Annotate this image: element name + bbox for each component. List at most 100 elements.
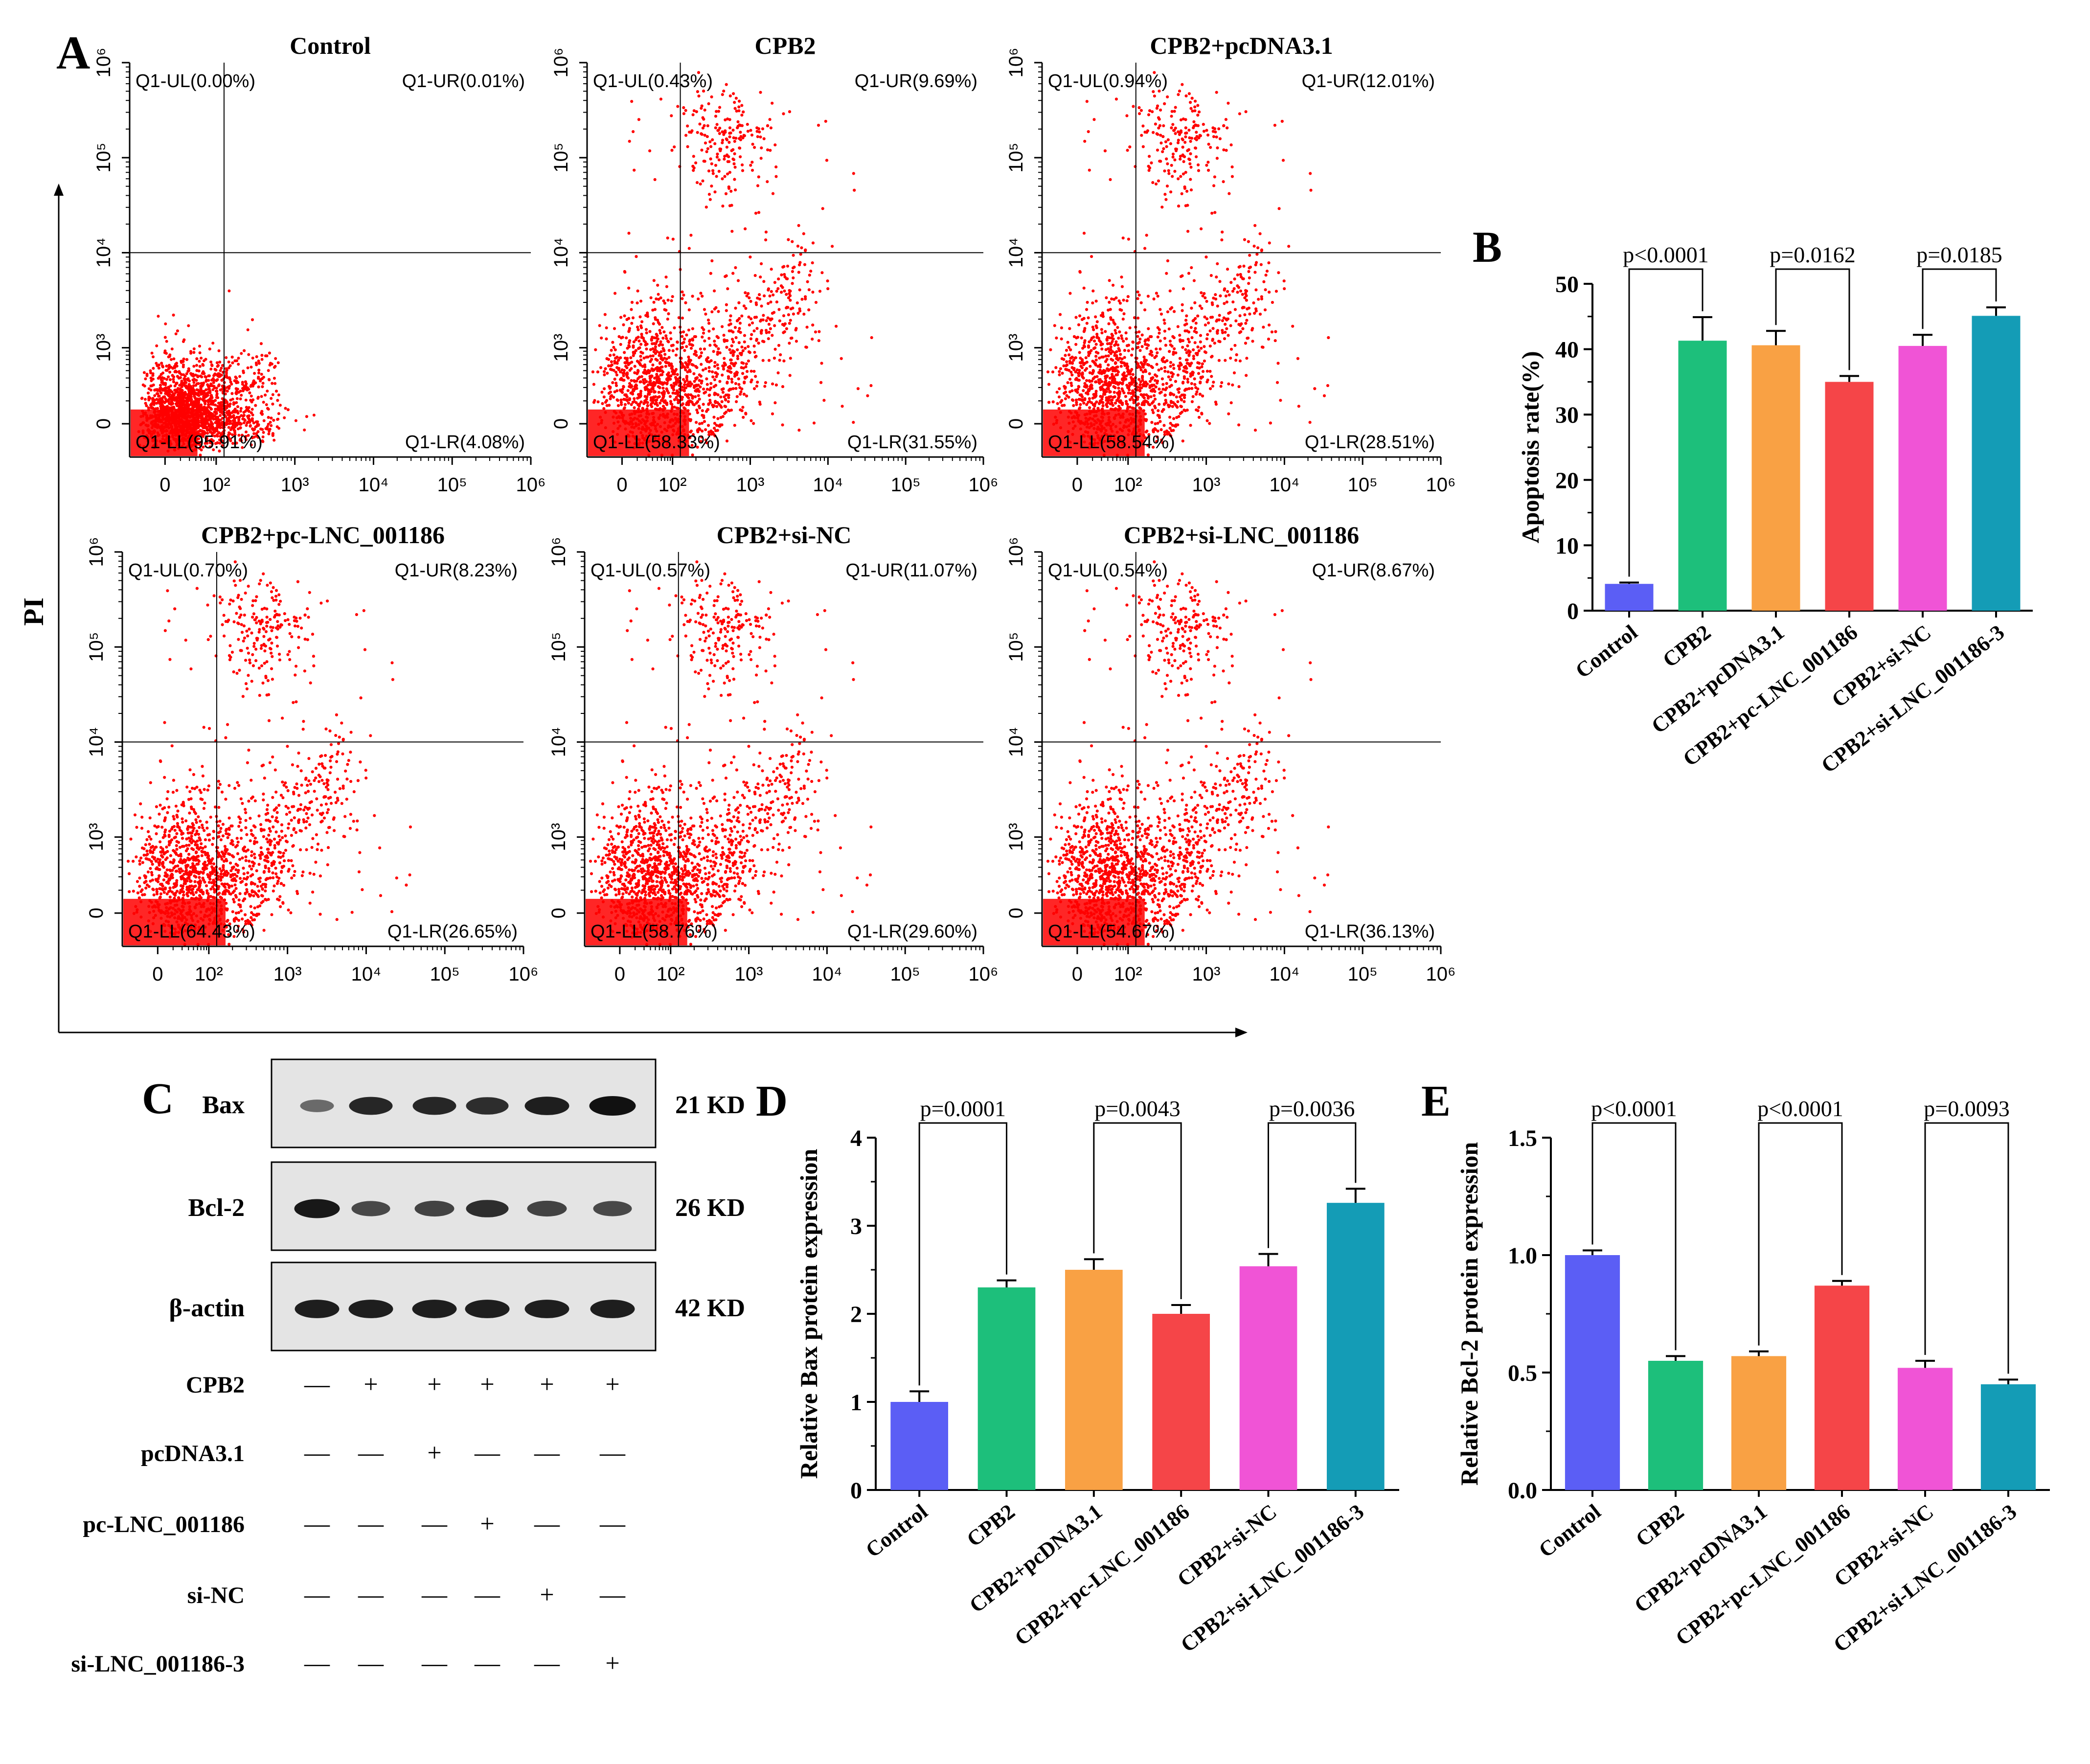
flow-point	[160, 380, 164, 384]
flow-point	[660, 326, 664, 329]
flow-point	[200, 406, 204, 409]
flow-point	[740, 345, 744, 349]
flow-point	[239, 407, 243, 410]
flow-point	[186, 400, 189, 403]
flow-point	[754, 375, 757, 378]
flow-point	[179, 401, 182, 404]
flow-point	[244, 398, 248, 402]
flow-point	[213, 386, 216, 389]
flow-point	[260, 354, 264, 357]
flow-point	[659, 401, 662, 405]
flow-point	[676, 105, 680, 108]
flow-point	[228, 385, 231, 388]
flow-point	[728, 319, 732, 322]
flow-point	[195, 382, 199, 385]
flow-point	[761, 359, 765, 362]
flow-point	[195, 388, 199, 391]
flow-point	[734, 387, 738, 390]
flow-point	[210, 400, 213, 404]
flow-point	[204, 407, 207, 410]
flow-point	[201, 415, 204, 419]
flow-point	[268, 364, 272, 367]
flow-point	[175, 370, 178, 373]
flow-point	[175, 396, 178, 399]
flow-point	[270, 424, 273, 427]
flow-point	[162, 387, 166, 390]
flow-point	[180, 383, 183, 386]
quadrant-ur-label: Q1-UR(0.01%)	[402, 71, 525, 92]
flow-point	[728, 126, 731, 130]
flow-point	[249, 385, 252, 388]
flow-point	[219, 418, 222, 422]
flow-point	[743, 334, 746, 337]
flow-point	[713, 427, 716, 430]
flow-point	[791, 240, 794, 243]
outer-y-arrow	[54, 183, 64, 196]
flow-point	[192, 384, 195, 388]
flow-point	[250, 394, 253, 398]
panel-letter-e: E	[1421, 1077, 1451, 1125]
flow-point	[273, 377, 276, 380]
flow-outer-axes: PI	[18, 183, 1248, 1037]
flow-point	[262, 419, 266, 422]
flow-point	[242, 421, 246, 425]
flow-point	[254, 404, 257, 407]
flow-point	[753, 351, 756, 354]
flow-point	[701, 295, 704, 298]
flow-point	[262, 401, 265, 404]
flow-point	[167, 390, 171, 393]
flow-point	[261, 412, 264, 416]
flow-point	[788, 342, 791, 345]
flow-point	[218, 361, 222, 364]
flow-point	[257, 385, 260, 389]
flow-point	[260, 372, 263, 376]
flow-point	[172, 313, 175, 317]
flow-point	[209, 360, 213, 364]
flow-point	[259, 427, 263, 431]
flow-point	[240, 352, 243, 355]
flow-point	[704, 428, 707, 432]
flow-point	[208, 347, 211, 351]
flow-point	[170, 358, 173, 361]
flow-point	[283, 416, 286, 419]
flow-point	[186, 369, 190, 373]
flow-point	[714, 384, 718, 387]
flow-point	[193, 378, 196, 381]
flow-point	[303, 428, 306, 432]
flow-point	[749, 255, 752, 259]
flow-point	[212, 427, 215, 430]
flow-point	[176, 375, 179, 378]
flow-point	[169, 402, 172, 406]
flow-y-tick-label: 10⁶	[93, 48, 114, 78]
flow-point	[159, 373, 163, 376]
flow-point	[179, 376, 182, 379]
flow-point	[820, 362, 823, 365]
flow-point	[221, 388, 224, 391]
flow-point	[259, 342, 263, 345]
flow-point	[257, 362, 261, 365]
flow-point	[152, 383, 155, 387]
flow-point	[182, 365, 185, 368]
flow-point	[260, 410, 264, 413]
flow-point	[157, 315, 160, 318]
flow-point	[657, 293, 660, 296]
flow-plot-title: Control	[290, 32, 371, 59]
flow-point	[172, 357, 176, 361]
flow-point	[202, 381, 205, 385]
flow-point	[673, 145, 676, 149]
flow-point	[740, 114, 744, 117]
flow-point	[238, 421, 242, 425]
flow-point	[237, 357, 240, 360]
flow-point	[147, 387, 151, 390]
flow-point	[667, 349, 671, 352]
flow-point	[246, 407, 250, 411]
flow-point	[172, 407, 175, 410]
flow-point	[745, 394, 749, 398]
flow-point	[197, 369, 201, 373]
flow-point	[236, 405, 239, 409]
flow-point	[211, 377, 215, 380]
flow-point	[242, 411, 246, 414]
flow-point	[276, 399, 279, 402]
flow-point	[198, 360, 201, 363]
flow-point	[234, 387, 238, 390]
